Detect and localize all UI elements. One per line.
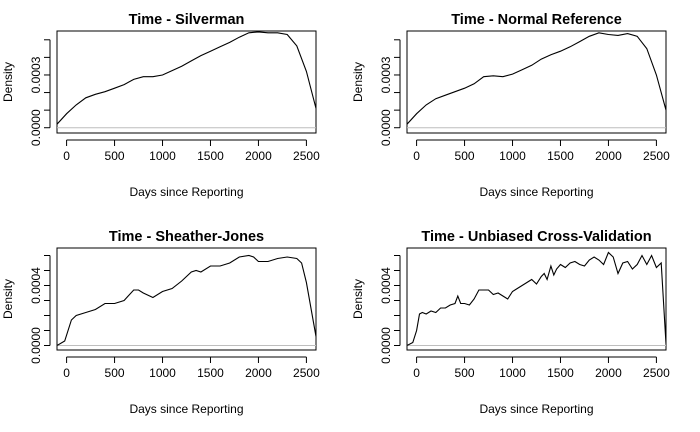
y-axis-label: Density [351, 62, 365, 102]
x-tick-label: 2000 [595, 149, 622, 163]
x-tick-label: 2000 [245, 366, 272, 380]
x-tick-label: 2500 [293, 366, 320, 380]
x-tick-label: 2000 [245, 149, 272, 163]
x-tick-label: 500 [455, 366, 475, 380]
x-tick-label: 2500 [293, 149, 320, 163]
x-tick-label: 1000 [149, 149, 176, 163]
chart-panel-3: Time - Sheather-Jones 0 500 1000 1500 2000 250… [1, 229, 320, 416]
chart-panel-4: Time - Unbiased Cross-Validation 0 500 1000… [351, 229, 670, 416]
y-tick-label: 0.0003 [29, 56, 43, 93]
x-tick-label: 1000 [149, 366, 176, 380]
chart-panel-2: Time - Normal Reference 0 500 1000 1500 2000 2… [351, 12, 670, 199]
x-tick-label: 1000 [499, 366, 526, 380]
chart-title: Time - Normal Reference [451, 12, 622, 28]
x-tick-label: 0 [413, 366, 420, 380]
x-tick-label: 500 [105, 366, 125, 380]
x-tick-label: 1500 [547, 149, 574, 163]
y-tick-label: 0.0004 [29, 267, 43, 304]
y-axis-label: Density [1, 279, 15, 319]
x-tick-label: 1500 [197, 366, 224, 380]
plot-frame [56, 30, 317, 134]
x-axis-label: Days since Reporting [479, 402, 593, 416]
x-tick-label: 2500 [643, 366, 670, 380]
x-tick-label: 2500 [643, 149, 670, 163]
x-tick-label: 1000 [499, 149, 526, 163]
chart-title: Time - Sheather-Jones [109, 229, 264, 245]
y-tick-label: 0.0004 [379, 267, 393, 304]
x-tick-label: 1500 [197, 149, 224, 163]
y-tick-label: 0.0003 [379, 56, 393, 93]
chart-title: Time - Silverman [129, 12, 245, 28]
density-line [407, 32, 666, 125]
plot-frame [406, 30, 667, 134]
x-tick-label: 2000 [595, 366, 622, 380]
density-line [57, 254, 316, 346]
x-axis-label: Days since Reporting [129, 185, 243, 199]
x-tick-label: 0 [63, 366, 70, 380]
y-axis-label: Density [1, 62, 15, 102]
density-line [57, 31, 316, 125]
x-tick-label: 0 [413, 149, 420, 163]
chart-panel-1: Time - Silverman 0 500 1000 1500 2000 2500 0.00… [1, 12, 320, 199]
x-axis-label: Days since Reporting [479, 185, 593, 199]
y-tick-label: 0.0000 [29, 327, 43, 364]
y-axis-label: Density [351, 279, 365, 319]
x-tick-label: 1500 [547, 366, 574, 380]
x-tick-label: 500 [455, 149, 475, 163]
x-tick-label: 0 [63, 149, 70, 163]
x-axis-label: Days since Reporting [129, 402, 243, 416]
y-tick-label: 0.0000 [379, 327, 393, 364]
plot-frame [406, 247, 667, 351]
plot-frame [56, 247, 317, 351]
y-tick-label: 0.0000 [29, 109, 43, 146]
density-line [407, 251, 666, 346]
chart-title: Time - Unbiased Cross-Validation [421, 229, 651, 245]
x-tick-label: 500 [105, 149, 125, 163]
y-tick-label: 0.0000 [379, 109, 393, 146]
